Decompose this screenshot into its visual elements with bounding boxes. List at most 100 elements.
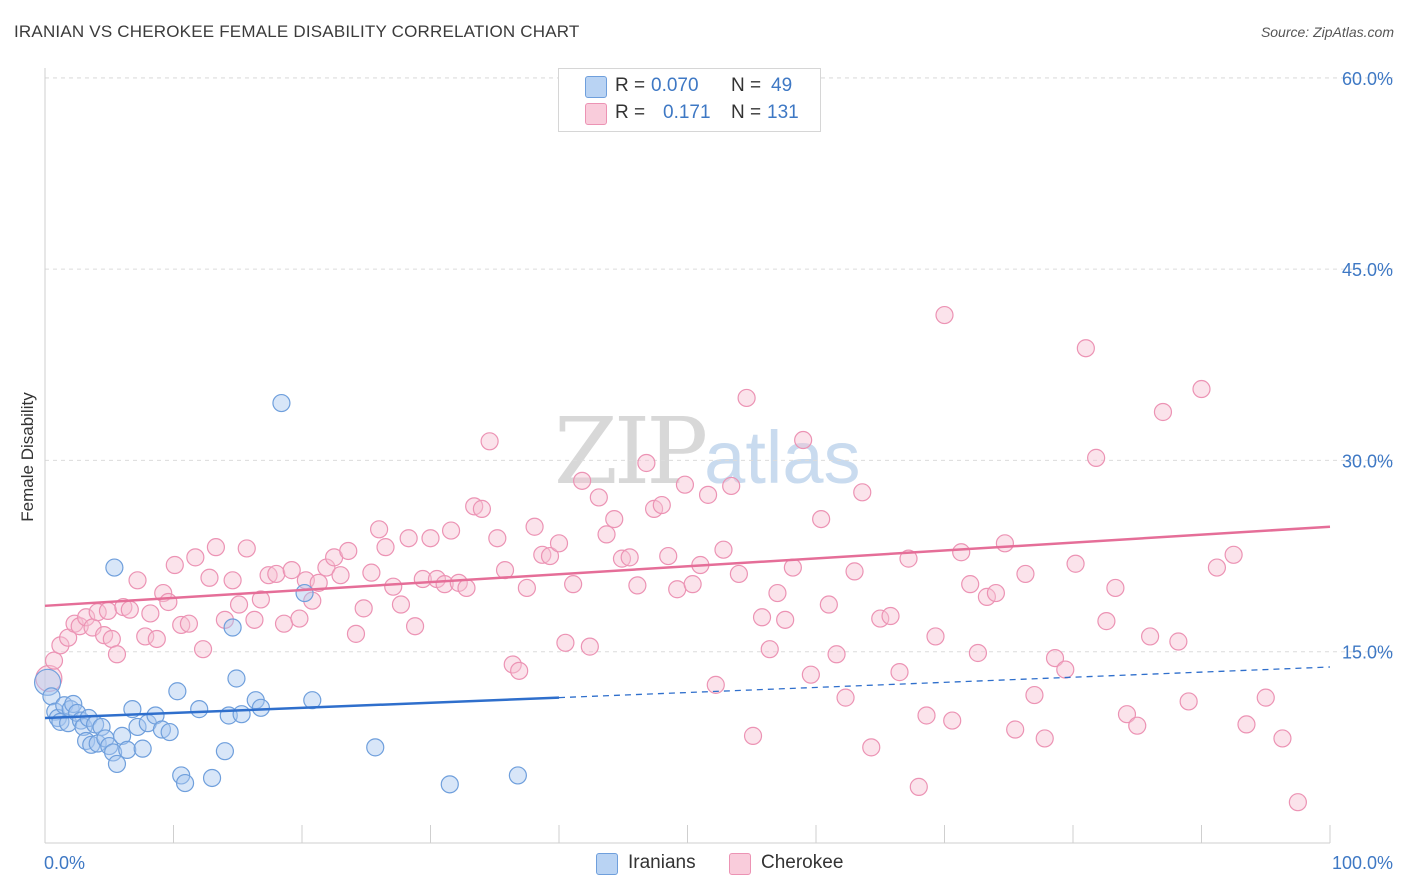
cherokee-point — [899, 549, 918, 568]
cherokee-point — [517, 578, 536, 598]
cherokee-point — [752, 608, 772, 627]
cherokee-point — [1035, 729, 1054, 748]
cherokee-point — [251, 590, 270, 609]
cherokee-point — [331, 566, 350, 585]
iranians-point — [303, 691, 322, 710]
cherokee-point — [637, 453, 656, 473]
cherokee-legend-label: Cherokee — [761, 852, 844, 873]
cherokee-point — [580, 637, 599, 656]
cherokee-point — [540, 546, 560, 566]
cherokee-point — [935, 305, 954, 325]
cherokee-point — [1224, 545, 1243, 564]
r-label: R = — [615, 75, 646, 96]
cherokee-point — [862, 738, 881, 757]
n-label: N = — [731, 75, 762, 96]
axes — [44, 68, 1331, 844]
cherokee-point — [1066, 554, 1085, 573]
x-tick-label: 100.0% — [1332, 853, 1393, 873]
r-label: R = — [615, 102, 646, 123]
cherokee-point — [909, 777, 928, 796]
iranians-point — [215, 742, 234, 761]
cherokee-point — [652, 495, 671, 515]
iranians-point — [160, 722, 179, 742]
cherokee-point — [977, 587, 997, 606]
iranians-legend-swatch — [596, 853, 618, 875]
iranians-point — [190, 700, 209, 719]
cherokee-point — [1153, 402, 1173, 422]
iranians-point — [295, 583, 314, 603]
iranians-point — [168, 682, 187, 701]
cherokee-point — [995, 534, 1014, 553]
cherokee-point — [480, 432, 499, 451]
cherokee-point — [186, 548, 205, 567]
iranians-point — [92, 717, 111, 737]
cherokee-point — [172, 615, 191, 635]
cherokee-point — [881, 606, 900, 626]
r-value: 0.070 — [651, 75, 699, 96]
cherokee-point — [1207, 558, 1227, 577]
cherokee-point — [968, 643, 988, 663]
iranians-point — [223, 618, 242, 637]
cherokee-point — [399, 529, 418, 548]
cherokee-point — [698, 485, 718, 504]
cherokee-point — [1006, 720, 1025, 739]
cherokee-point — [245, 610, 264, 629]
cherokee-point — [98, 601, 118, 621]
cherokee-point — [776, 610, 795, 629]
cherokee-point — [1237, 715, 1256, 734]
cherokee-point — [346, 624, 366, 643]
cherokee-point — [267, 564, 286, 584]
cherokee-point — [237, 539, 256, 558]
iranians-legend-label: Iranians — [628, 852, 696, 873]
r-value: 0.171 — [663, 102, 711, 123]
cherokee-point — [488, 529, 507, 548]
cherokee-point — [1140, 627, 1160, 646]
cherokee-point — [1256, 688, 1275, 707]
iranians-point — [112, 726, 132, 745]
iranians-trend-extension — [558, 666, 1331, 699]
cherokee-point — [890, 663, 909, 682]
cherokee-point — [317, 558, 336, 577]
cherokee-point — [441, 521, 461, 540]
cherokee-point — [827, 645, 846, 664]
cherokee-point — [1016, 564, 1035, 584]
iranians-point — [104, 743, 123, 762]
cherokee-legend-swatch — [729, 853, 751, 875]
cherokee-point — [405, 617, 425, 636]
stats-legend: R = 0.070 N = 49 R = 0.171 N = 131 — [558, 68, 821, 132]
cherokee-point — [612, 549, 632, 568]
cherokee-point — [683, 575, 702, 594]
cherokee-point — [51, 636, 70, 655]
iranians-trend-line — [44, 696, 560, 720]
data-points — [33, 305, 1307, 812]
cherokee-point — [229, 595, 249, 614]
cherokee-point — [136, 627, 155, 646]
cherokee-point — [737, 388, 756, 408]
cherokee-point — [573, 471, 592, 490]
cherokee-point — [457, 578, 476, 598]
cherokee-point — [223, 571, 242, 590]
iranians-swatch — [585, 76, 607, 98]
trend-lines — [44, 525, 1331, 720]
iranians-point — [74, 717, 93, 737]
cherokee-point — [706, 675, 725, 694]
chart-title: IRANIAN VS CHEROKEE FEMALE DISABILITY CO… — [14, 22, 580, 41]
grid-lines — [45, 77, 1395, 653]
cherokee-point — [1106, 578, 1125, 598]
cherokee-point — [794, 430, 813, 450]
iranians-point — [227, 669, 246, 688]
cherokee-point — [714, 540, 733, 559]
cherokee-point — [1056, 660, 1075, 679]
iranians-point — [133, 739, 152, 758]
cherokee-point — [1117, 705, 1137, 724]
cherokee-point — [159, 592, 178, 612]
cherokee-point — [259, 566, 278, 585]
y-tick-label: 15.0% — [1342, 643, 1393, 663]
cherokee-point — [926, 627, 945, 646]
cherokee-point — [845, 562, 864, 581]
cherokee-point — [605, 509, 624, 529]
source-credit: Source: ZipAtlas.com — [1260, 24, 1394, 40]
cherokee-point — [812, 509, 831, 529]
cherokee-point — [760, 640, 779, 659]
